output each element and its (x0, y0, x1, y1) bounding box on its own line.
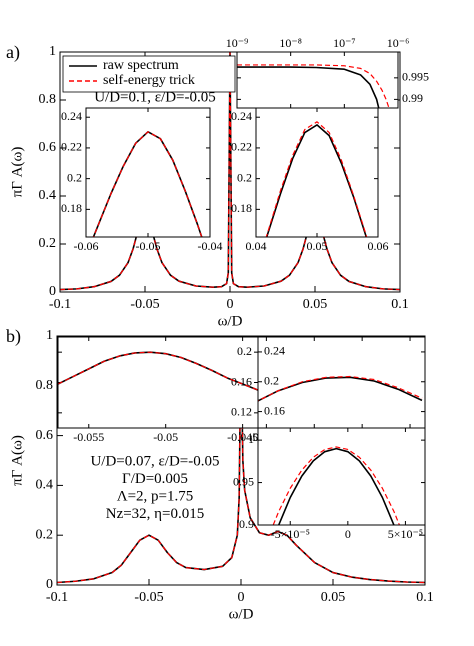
y-tick-label: 0.2 (264, 374, 279, 388)
y-tick-label: 0.22 (61, 140, 82, 154)
line-series (277, 447, 395, 525)
y-tick-label: 0.16 (264, 403, 285, 417)
line-series (92, 131, 203, 237)
annotation: Nz=32, η=0.015 (106, 506, 205, 522)
x-tick-label: 10⁻⁷ (333, 36, 356, 50)
x-tick-label: 5×10⁻⁵ (388, 527, 423, 541)
x-tick-label: 0.05 (307, 239, 328, 253)
y-tick-label: 0.24 (61, 109, 82, 123)
y-tick-label: 0.6 (36, 428, 54, 443)
annotation: Γ/D=0.005 (122, 471, 188, 487)
plot-frame (255, 107, 379, 238)
x-tick-label: 10⁻⁶ (387, 36, 410, 50)
y-tick-label: 0.24 (231, 109, 252, 123)
plot-background (86, 108, 210, 237)
x-tick-label: 10⁻⁹ (226, 36, 249, 50)
line-series (265, 124, 368, 237)
line-series (237, 66, 380, 108)
x-tick-label: -0.1 (46, 590, 68, 605)
y-tick-label: 0.4 (36, 478, 54, 493)
panel-label: a) (6, 42, 20, 63)
x-tick-label: -0.05 (134, 590, 163, 605)
line-series (265, 121, 368, 237)
plot-frame (57, 336, 259, 429)
y-tick-label: 0.24 (264, 344, 285, 358)
annotation: U/D=0.1, ε/D=-0.05 (94, 89, 216, 105)
line-series (58, 351, 258, 391)
x-tick-label: -0.055 (73, 430, 104, 444)
x-tick-label: -0.05 (136, 239, 161, 253)
plot-frame (59, 51, 401, 293)
y-tick-label: 0.995 (402, 70, 429, 84)
y-tick-label: 0.2 (39, 236, 57, 251)
plot-background (256, 108, 378, 237)
plot-background (58, 337, 258, 428)
x-tick-label: -0.05 (153, 430, 178, 444)
legend-box (62, 55, 236, 93)
plot-frame (257, 427, 426, 526)
x-tick-label: -0.045 (227, 430, 258, 444)
x-tick-label: 0.1 (416, 590, 434, 605)
y-tick-label: 0.9 (239, 517, 254, 531)
y-tick-label: 0.95 (233, 474, 254, 488)
y-tick-label: 0.12 (231, 405, 252, 419)
y-tick-label: 0.6 (39, 140, 57, 155)
y-tick-label: 0.99 (402, 91, 423, 105)
line-series (258, 376, 423, 402)
x-tick-label: 0 (238, 590, 245, 605)
line-series (237, 64, 390, 108)
x-tick-label: 0.04 (246, 239, 267, 253)
x-axis-label: ω/D (218, 313, 243, 329)
y-tick-label: 0.2 (237, 344, 252, 358)
y-tick-label: 1 (49, 44, 56, 59)
y-axis-label: πΓ A(ω) (9, 435, 25, 486)
plot-background (258, 337, 425, 428)
x-tick-label: -0.04 (198, 239, 223, 253)
y-tick-label: 0.18 (61, 201, 82, 215)
y-tick-label: 0 (49, 284, 56, 299)
y-tick-label: 0.2 (237, 170, 252, 184)
line-series (272, 446, 401, 525)
legend-label: raw spectrum (103, 58, 179, 73)
x-tick-label: 0.1 (391, 297, 409, 312)
y-tick-label: 1 (248, 432, 254, 446)
y-tick-label: 1 (46, 328, 53, 343)
plot-background (258, 428, 425, 525)
y-tick-label: 0.18 (231, 201, 252, 215)
y-tick-label: 0.16 (231, 374, 252, 388)
y-tick-label: 0.4 (39, 188, 57, 203)
line-series (57, 336, 425, 584)
x-tick-label: -0.05 (130, 297, 159, 312)
y-tick-label: 0 (46, 577, 53, 592)
x-axis-label: ω/D (229, 606, 254, 622)
y-axis-label: πΓ A(ω) (9, 147, 25, 198)
legend-label: self-energy trick (103, 73, 195, 88)
annotation: Λ=2, p=1.75 (117, 488, 194, 504)
x-tick-label: -0.1 (49, 297, 71, 312)
x-tick-label: 10⁻⁸ (279, 36, 302, 50)
x-tick-label: 0.05 (303, 297, 328, 312)
x-tick-label: -0.06 (74, 239, 99, 253)
x-tick-label: 0 (345, 527, 351, 541)
x-tick-label: 0.06 (368, 239, 389, 253)
x-tick-label: -5×10⁻⁵ (271, 527, 310, 541)
y-tick-label: 0.8 (39, 92, 57, 107)
y-tick-label: 0.2 (67, 170, 82, 184)
y-tick-label: 0.22 (231, 140, 252, 154)
x-tick-label: 0 (227, 297, 234, 312)
panel-label: b) (6, 326, 21, 347)
plot-frame (85, 107, 211, 238)
annotation: U/D=0.07, ε/D=-0.05 (90, 453, 219, 469)
y-tick-label: 0.2 (36, 527, 54, 542)
line-series (258, 375, 423, 402)
plot-background (237, 52, 398, 108)
x-tick-label: 0.05 (321, 590, 346, 605)
y-tick-label: 0.8 (36, 378, 54, 393)
